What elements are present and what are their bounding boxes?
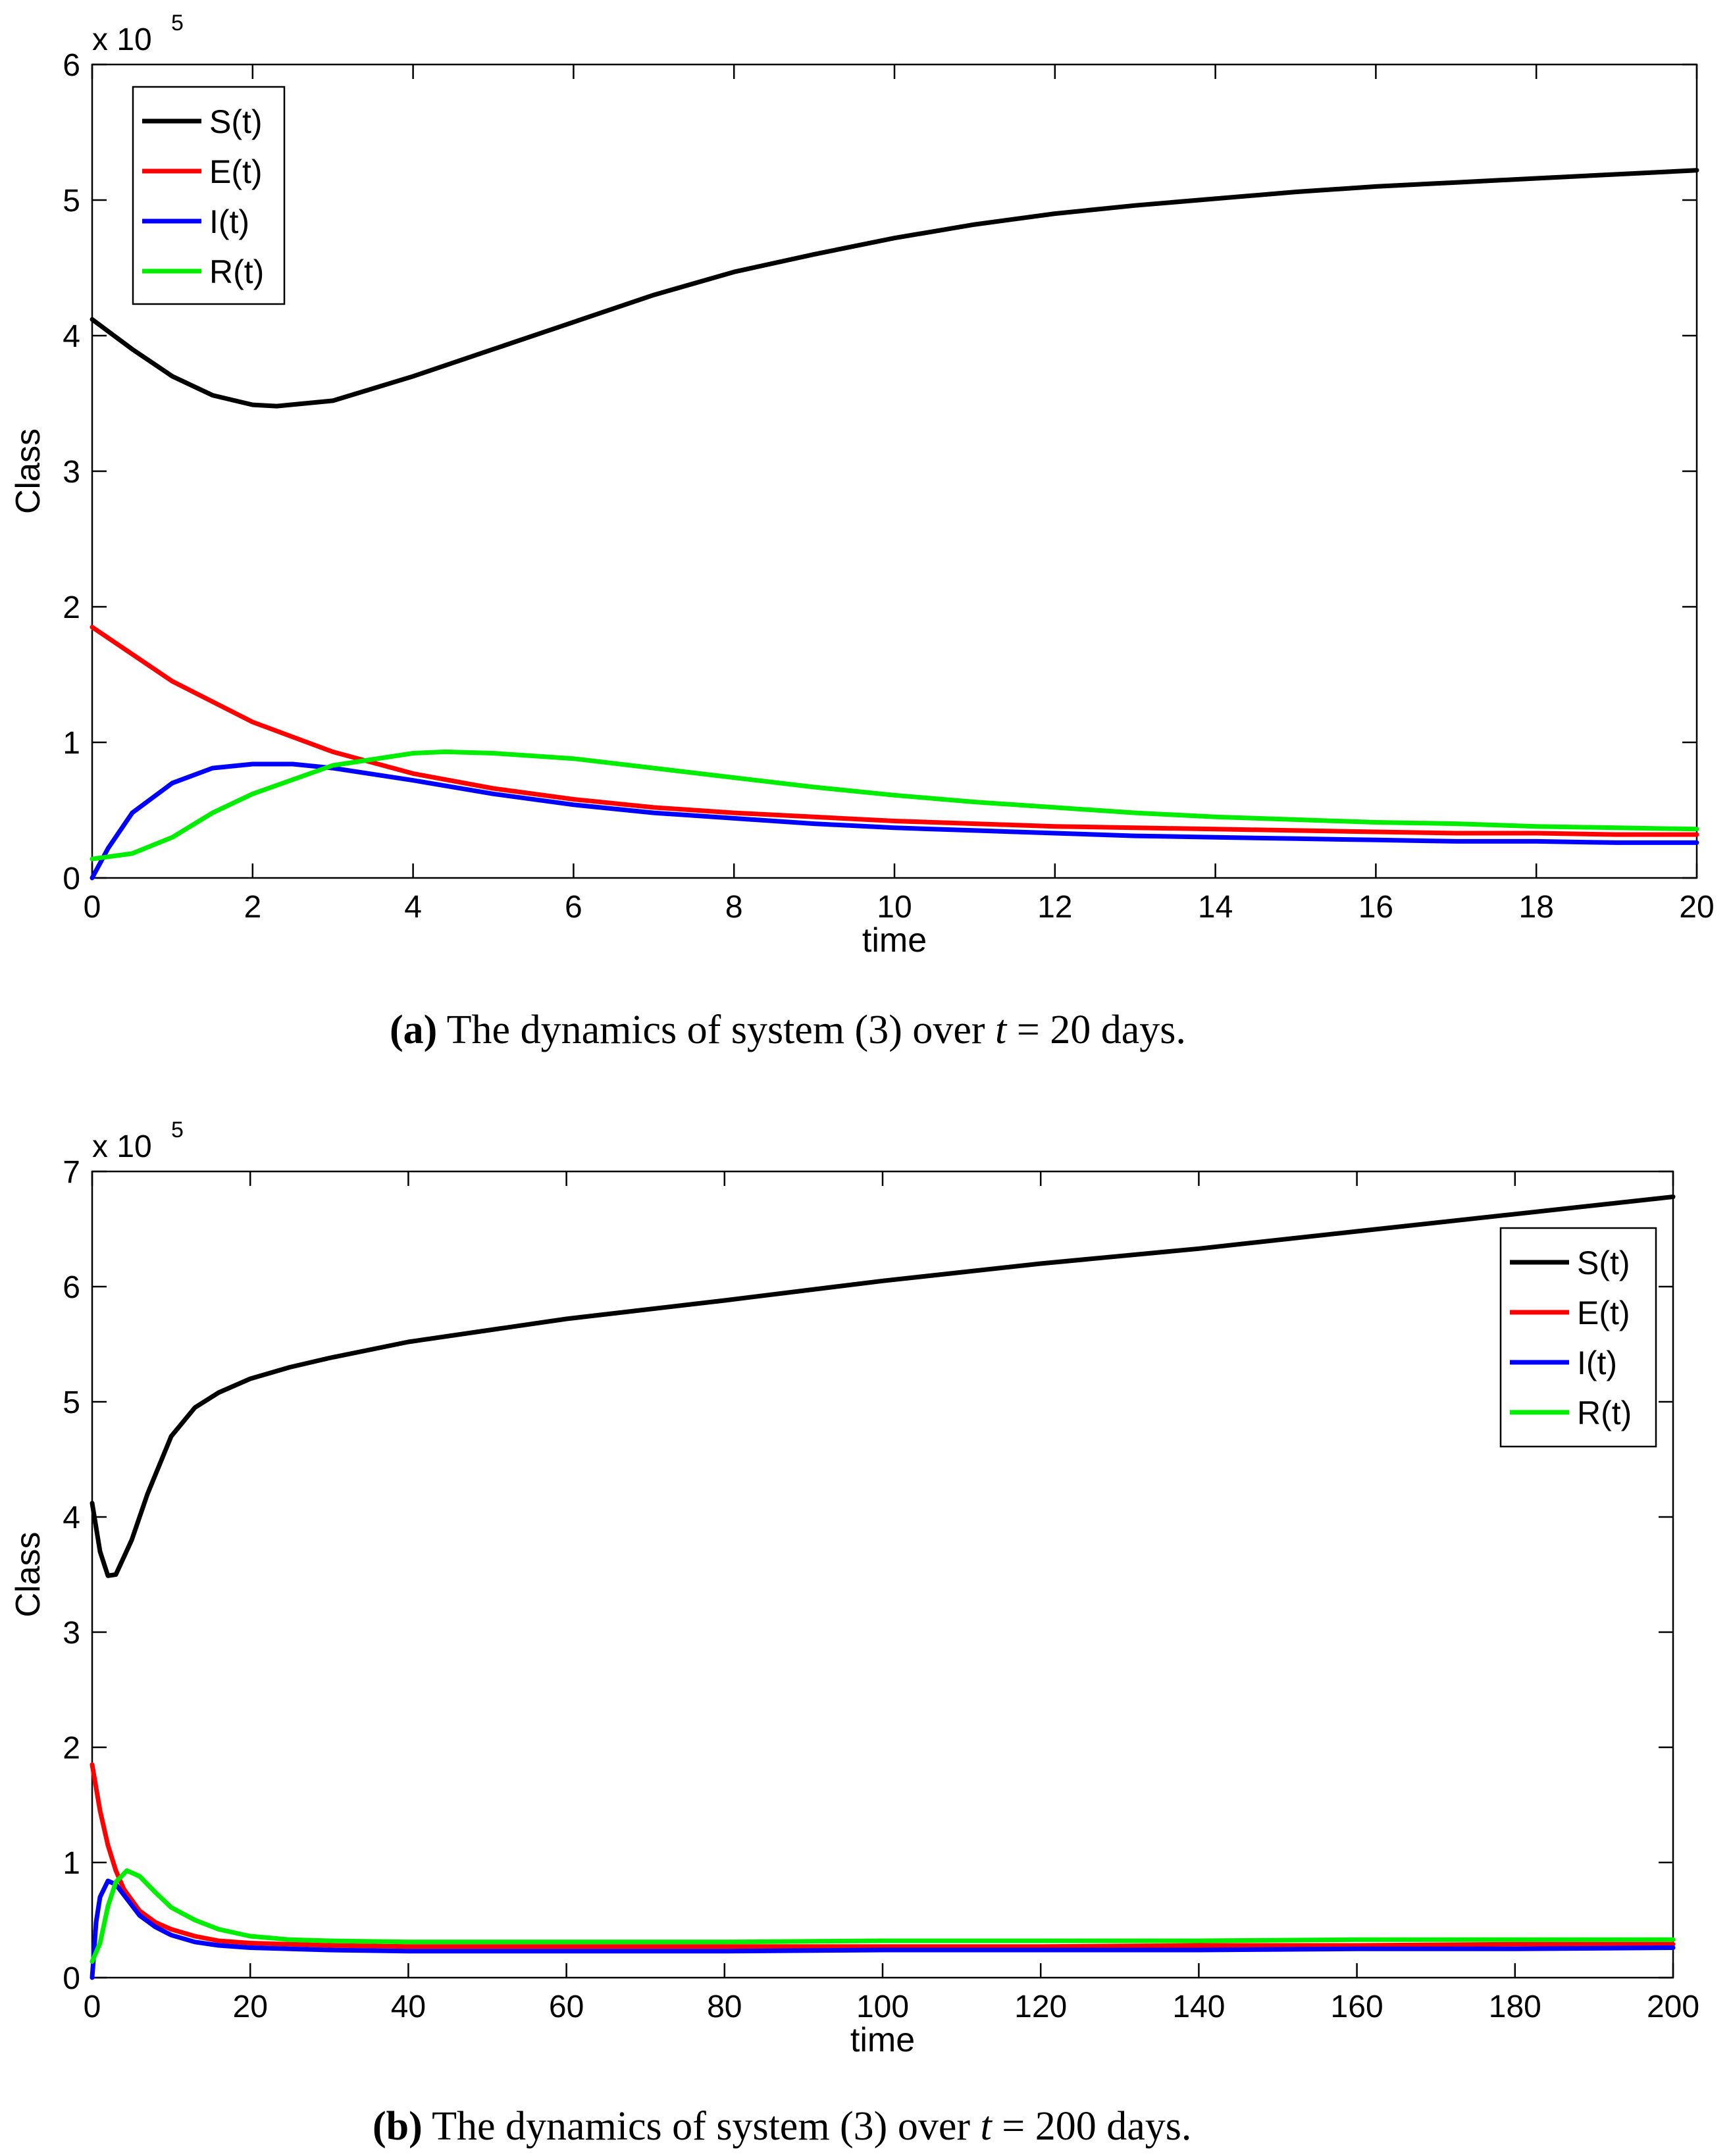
x-tick-label: 40 <box>391 1989 426 2024</box>
x-tick-label: 2 <box>244 890 261 925</box>
plot-area-b <box>91 1170 1674 1979</box>
legend-label-e: E(t) <box>209 153 263 190</box>
x-tick-label: 160 <box>1331 1989 1383 2024</box>
x-tick-label: 14 <box>1198 890 1233 925</box>
x-axis-label: time <box>850 2021 915 2059</box>
x-tick-label: 0 <box>84 890 101 925</box>
y-tick-label: 6 <box>63 48 80 83</box>
y-axis-label: Class <box>9 1531 47 1617</box>
series-line-s <box>90 168 1699 409</box>
x-tick-label: 6 <box>565 890 582 925</box>
legend-label-i: I(t) <box>1577 1345 1617 1381</box>
series-line-s <box>90 1194 1676 1578</box>
x-axis-label: time <box>862 921 927 960</box>
legend-label-i: I(t) <box>209 203 249 240</box>
x-tick-label: 20 <box>233 1989 268 2024</box>
x-tick-label: 140 <box>1172 1989 1225 2024</box>
caption-b-var: t <box>980 2104 992 2149</box>
caption-b: (b) The dynamics of system (3) over t = … <box>373 2103 1191 2150</box>
x-tick-label: 60 <box>549 1989 584 2024</box>
legend-label-s: S(t) <box>209 103 263 140</box>
y-tick-label: 1 <box>63 726 80 761</box>
caption-a-text: The dynamics of system (3) over <box>437 1008 996 1052</box>
y-tick-label: 2 <box>63 1731 80 1766</box>
y-tick-label: 0 <box>63 1961 80 1996</box>
x-tick-label: 18 <box>1519 890 1554 925</box>
x-tick-label: 200 <box>1647 1989 1699 2024</box>
y-tick-label: 1 <box>63 1846 80 1881</box>
y-exponent-power: 5 <box>171 11 184 36</box>
y-tick-label: 7 <box>63 1155 80 1190</box>
legend-label-r: R(t) <box>1577 1395 1632 1431</box>
chart-b: 0 20 40 60 80 100 120 140 160 180 200 0 1 2 3 4 5 6 7 time C… <box>9 1117 1699 2059</box>
x-tick-label: 80 <box>707 1989 742 2024</box>
x-tick-label: 0 <box>84 1989 101 2024</box>
y-tick-label: 4 <box>63 1501 80 1535</box>
y-tick-label: 3 <box>63 1616 80 1651</box>
x-tick-label: 100 <box>856 1989 909 2024</box>
y-exponent-power: 5 <box>171 1117 184 1142</box>
y-tick-label: 6 <box>63 1270 80 1305</box>
x-tick-label: 4 <box>404 890 422 925</box>
y-axis-label: Class <box>9 428 47 514</box>
y-tick-label: 2 <box>63 590 80 625</box>
legend-label-e: E(t) <box>1577 1295 1630 1331</box>
x-tick-label: 10 <box>877 890 912 925</box>
x-tick-label: 16 <box>1358 890 1393 925</box>
x-tick-label: 12 <box>1037 890 1072 925</box>
series-line-r <box>90 749 1699 861</box>
caption-a-text-after: = 20 days. <box>1006 1008 1186 1052</box>
y-tick-label: 5 <box>63 1385 80 1420</box>
plot-area-a <box>91 63 1698 879</box>
caption-b-tag: (b) <box>373 2104 423 2149</box>
series-line-r <box>90 1868 1676 1964</box>
y-tick-label: 4 <box>63 319 80 354</box>
y-exponent-label: x 10 <box>92 22 152 57</box>
y-tick-label: 0 <box>63 861 80 896</box>
y-exponent-label: x 10 <box>92 1129 152 1164</box>
caption-b-text: The dynamics of system (3) over <box>422 2104 981 2149</box>
caption-a-var: t <box>995 1008 1007 1052</box>
x-tick-label: 8 <box>725 890 743 925</box>
x-tick-label: 20 <box>1679 890 1714 925</box>
y-tick-label: 3 <box>63 455 80 490</box>
caption-a-tag: (a) <box>390 1008 438 1052</box>
x-tick-label: 120 <box>1014 1989 1067 2024</box>
y-tick-label: 5 <box>63 184 80 218</box>
x-tick-label: 180 <box>1489 1989 1541 2024</box>
series-line-i <box>90 761 1699 881</box>
legend-label-r: R(t) <box>209 253 264 290</box>
caption-b-text-after: = 200 days. <box>991 2104 1192 2149</box>
caption-a: (a) The dynamics of system (3) over t = … <box>390 1007 1186 1054</box>
legend-label-s: S(t) <box>1577 1245 1630 1281</box>
